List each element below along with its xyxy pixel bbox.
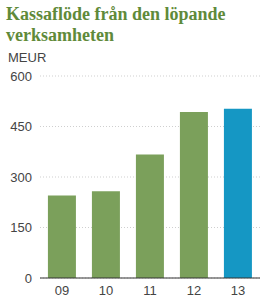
svg-text:150: 150 xyxy=(10,220,32,235)
html-text:MEUR: MEUR xyxy=(8,50,47,65)
svg-text:09: 09 xyxy=(55,283,69,298)
html-text:Kassaflöde från den löpande ve: Kassaflöde från den löpande verksamheten xyxy=(6,4,226,45)
svg-text:600: 600 xyxy=(10,69,32,84)
svg-text:12: 12 xyxy=(187,283,201,298)
svg-text:11: 11 xyxy=(143,283,157,298)
svg-text:300: 300 xyxy=(10,170,32,185)
svg-text:0: 0 xyxy=(25,271,32,286)
svg-text:450: 450 xyxy=(10,119,32,134)
svg-text:10: 10 xyxy=(99,283,113,298)
svg-text:13: 13 xyxy=(231,283,245,298)
